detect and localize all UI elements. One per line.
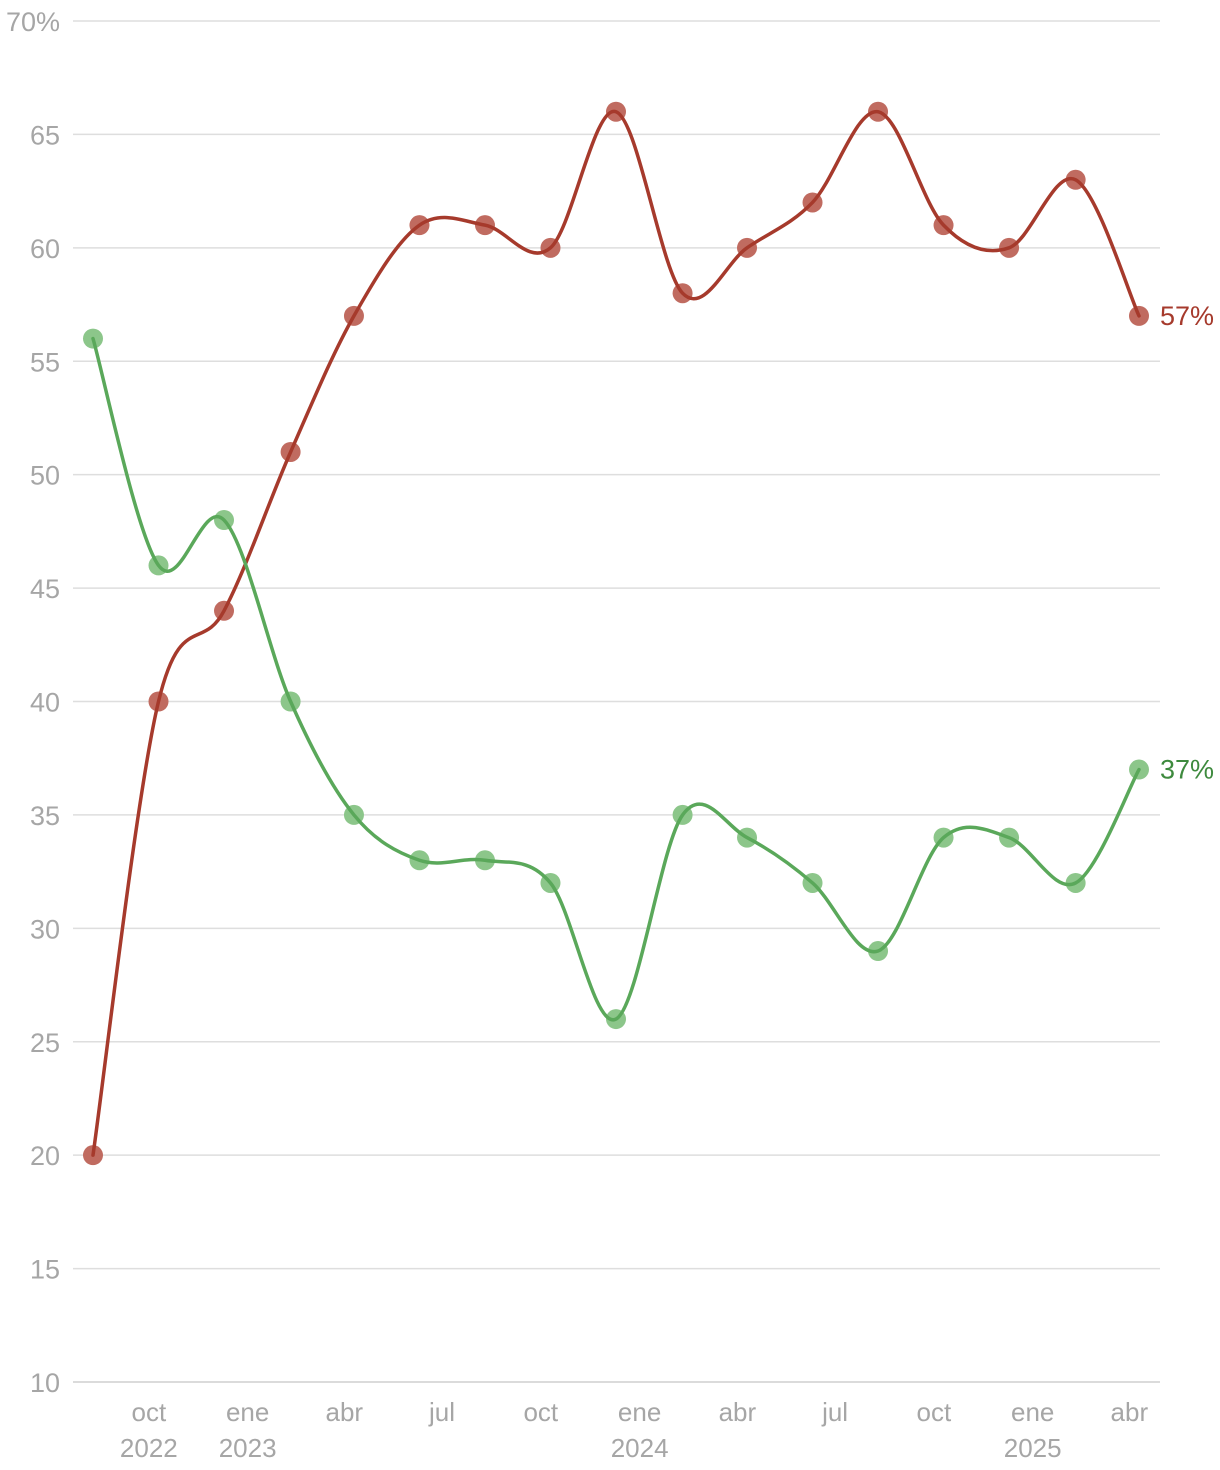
y-tick-label: 25 <box>30 1028 60 1058</box>
x-tick-label: abr <box>326 1397 364 1427</box>
x-tick-label: abr <box>719 1397 757 1427</box>
series-line <box>91 336 1141 1022</box>
y-tick-label: 50 <box>30 461 60 491</box>
y-tick-label: 10 <box>30 1368 60 1398</box>
y-tick-label: 65 <box>30 120 60 150</box>
x-tick-label: oct <box>917 1397 952 1427</box>
x-tick-year-label: 2023 <box>219 1433 277 1463</box>
x-tick-label: ene <box>226 1397 269 1427</box>
series-line <box>91 109 1141 1157</box>
gridlines <box>73 20 1160 1383</box>
x-tick-label: oct <box>523 1397 558 1427</box>
y-tick-label: 35 <box>30 801 60 831</box>
end-value-label: 57% <box>1160 301 1214 331</box>
series-1 <box>83 101 1149 1166</box>
x-tick-label: ene <box>1011 1397 1054 1427</box>
y-tick-label: 55 <box>30 347 60 377</box>
series-2 <box>83 328 1149 1030</box>
y-tick-label: 20 <box>30 1141 60 1171</box>
y-tick-label: 60 <box>30 234 60 264</box>
end-labels: 57% 37% <box>1160 301 1214 785</box>
y-tick-label: 70% <box>6 7 60 37</box>
x-tick-label: abr <box>1111 1397 1149 1427</box>
series-group <box>83 101 1149 1166</box>
y-axis-ticks: 70% 65 60 55 50 45 40 35 30 25 20 15 10 <box>6 7 60 1398</box>
x-tick-label: jul <box>821 1397 848 1427</box>
x-axis-ticks: oct 2022 ene 2023 abr jul oct ene 2024 abr jul oct e… <box>120 1397 1149 1463</box>
x-tick-year-label: 2024 <box>611 1433 669 1463</box>
y-tick-label: 30 <box>30 914 60 944</box>
x-tick-year-label: 2022 <box>120 1433 178 1463</box>
x-tick-label: oct <box>132 1397 167 1427</box>
x-tick-label: jul <box>428 1397 455 1427</box>
y-tick-label: 45 <box>30 574 60 604</box>
x-tick-year-label: 2025 <box>1004 1433 1062 1463</box>
x-tick-label: ene <box>618 1397 661 1427</box>
end-value-label: 37% <box>1160 755 1214 785</box>
y-tick-label: 15 <box>30 1255 60 1285</box>
y-tick-label: 40 <box>30 688 60 718</box>
